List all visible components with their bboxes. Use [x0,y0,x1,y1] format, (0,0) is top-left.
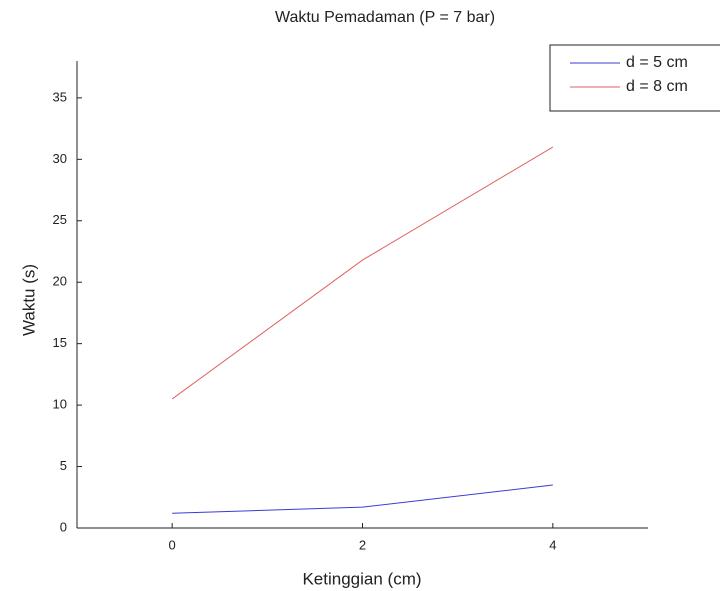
y-tick-label: 35 [53,89,67,104]
y-axis-label: Waktu (s) [19,264,38,336]
y-tick-label: 10 [53,397,67,412]
legend-label: d = 5 cm [626,54,688,71]
y-tick-label: 30 [53,151,67,166]
x-tick-label: 4 [549,537,556,552]
x-axis-label: Ketinggian (cm) [302,569,421,588]
y-tick-label: 0 [60,519,67,534]
y-tick-label: 5 [60,458,67,473]
x-tick-label: 2 [359,537,366,552]
series-line [172,484,553,514]
x-tick-label: 0 [169,537,176,552]
chart-title: Waktu Pemadaman (P = 7 bar) [275,9,495,26]
legend-label: d = 8 cm [626,78,688,95]
series-line [171,146,554,400]
y-tick-label: 25 [53,212,67,227]
legend-box [549,44,720,112]
y-tick-label: 15 [53,335,67,350]
y-tick-label: 20 [53,274,67,289]
